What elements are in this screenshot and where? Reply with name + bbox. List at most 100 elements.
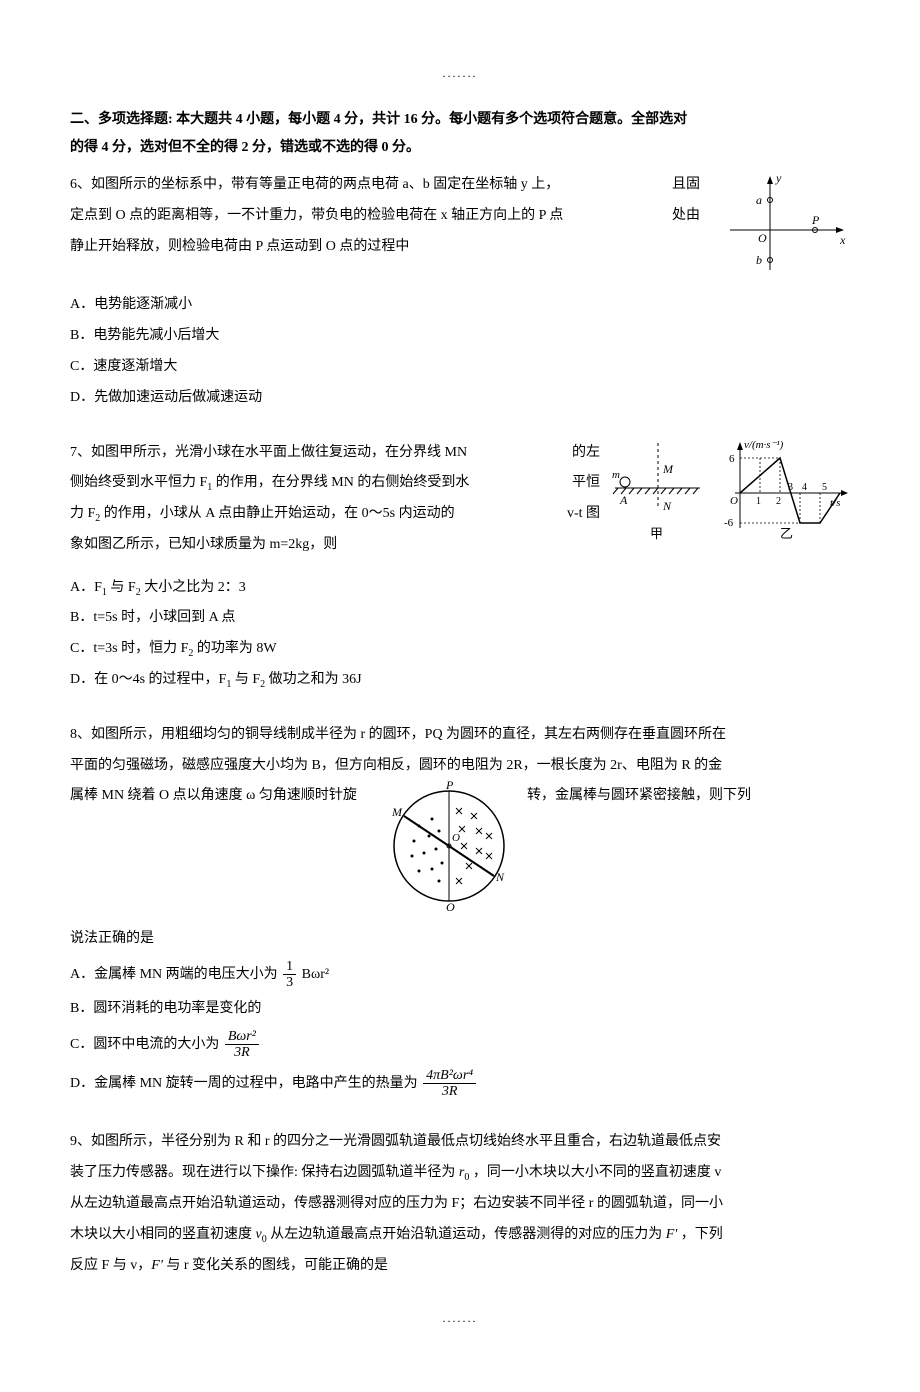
q7-optA-post: 大小之比为 2：3 [141,580,246,595]
q7-line2a-cont: 的作用，在分界线 MN 的右侧始终受到水 [212,475,469,490]
q9-line4a: 木块以大小相同的竖直初速度 [70,1227,256,1242]
footer-dots: ....... [70,1305,850,1331]
q7-line3a: 力 F [70,506,95,521]
q8-optA-frac-den: 3 [283,975,296,990]
q8-optC-frac-num: Bωr² [225,1029,259,1045]
question-8: 8、如图所示，用粗细均匀的铜导线制成半径为 r 的圆环，PQ 为圆环的直径，其左… [70,720,850,1104]
q7-figR-O: O [730,495,738,507]
q8-optC: C．圆环中电流的大小为 Bωr²3R [70,1025,850,1064]
q7-line3b: v-t 图 [567,499,600,530]
q9-line3: 从左边轨道最高点开始沿轨道运动，传感器测得对应的压力为 F；右边安装不同半径 r… [70,1196,723,1211]
q6-optD: D．先做加速运动后做减速运动 [70,383,850,414]
q7-optD-mid: 与 F [231,672,260,687]
q9-line4b: 从左边轨道最高点开始沿轨道运动，传感器测得的对应的压力为 [267,1227,666,1242]
q7-optC: C．t=3s 时，恒力 F2 的功率为 8W [70,634,850,665]
q7-figR-xlabel: t/s [830,497,840,509]
q7-figL-N: N [662,499,672,513]
q8-optA-frac-num: 1 [283,959,296,975]
q9-line4-var2: F' [666,1227,678,1242]
q6-optB: B．电势能先减小后增大 [70,321,850,352]
q7-optA: A．F1 与 F2 大小之比为 2：3 [70,573,850,604]
q6-num: 6、 [70,177,91,192]
q6-optC: C．速度逐渐增大 [70,352,850,383]
q8-optC-frac: Bωr²3R [225,1029,259,1061]
q8-optA: A．金属棒 MN 两端的电压大小为 13 Bωr² [70,955,850,994]
q7-figL-A: A [619,493,628,507]
header-dots: ....... [70,60,850,86]
question-7: M N m A 甲 v/(m·s⁻¹) t/s O [70,438,850,696]
q8-optA-post: Bωr² [302,967,329,982]
q9-line1: 如图所示，半径分别为 R 和 r 的四分之一光滑圆弧轨道最低点切线始终水平且重合… [91,1134,721,1149]
q8-optD-frac: 4πB²ωr⁴3R [423,1068,476,1100]
q8-line4: 说法正确的是 [70,931,154,946]
q7-optC-pre: C．t=3s 时，恒力 F [70,641,188,656]
q6-fig-label-O: O [758,231,767,245]
q8-fig-M: M [391,805,403,819]
question-9: 9、如图所示，半径分别为 R 和 r 的四分之一光滑圆弧轨道最低点切线始终水平且… [70,1127,850,1281]
q7-optD-post: 做功之和为 36J [265,672,361,687]
q9-num: 9、 [70,1134,91,1149]
q8-optD-frac-num: 4πB²ωr⁴ [423,1068,476,1084]
q7-figure: M N m A 甲 v/(m·s⁻¹) t/s O [610,438,850,573]
q8-fig-N: N [495,870,505,884]
q7-figR-ylabel: v/(m·s⁻¹) [744,439,784,451]
q8-optA-frac: 13 [283,959,296,991]
q6-fig-label-a: a [756,193,762,207]
question-6: y x O a b P 6、如图所示的坐标系中，带有等量正电荷的两点电荷 a、b… [70,170,850,413]
q7-line1b: 的左 [572,438,600,469]
q7-num: 7、 [70,445,91,460]
q7-optD: D．在 0～4s 的过程中，F1 与 F2 做功之和为 36J [70,665,850,696]
q7-line1a: 如图甲所示，光滑小球在水平面上做往复运动，在分界线 MN [91,445,467,460]
q7-optA-pre: A．F [70,580,102,595]
q9-line5-var: F' [151,1258,163,1273]
q7-line4: 象如图乙所示，已知小球质量为 m=2kg，则 [70,537,337,552]
q7-figR-ytop: 6 [729,453,735,465]
q7-figR-x1: 1 [756,496,761,507]
q8-optD-pre: D．金属棒 MN 旋转一周的过程中，电路中产生的热量为 [70,1076,418,1091]
q7-figL-m: m [612,469,620,481]
q9-line2-cont: ，同一小木块以大小不同的竖直初速度 v [469,1165,721,1180]
q6-line3: 静止开始释放，则检验电荷由 P 点运动到 O 点的过程中 [70,239,409,254]
section-header: 二、多项选择题: 本大题共 4 小题，每小题 4 分，共计 16 分。每小题有多… [70,106,850,162]
q6-fig-label-y: y [775,171,782,185]
q7-figR-yi: 乙 [780,526,793,541]
q7-optD-pre: D．在 0～4s 的过程中，F [70,672,226,687]
q6-figure: y x O a b P [710,170,850,290]
q6-fig-label-P: P [811,213,820,227]
q7-line2b: 平恒 [572,468,600,499]
q7-optB: B．t=5s 时，小球回到 A 点 [70,603,850,634]
q8-optA-pre: A．金属棒 MN 两端的电压大小为 [70,967,278,982]
q7-figR-x3: 3 [788,482,793,493]
q8-num: 8、 [70,727,91,742]
q8-fig-O: O [452,832,460,844]
q9-line2: 装了压力传感器。现在进行以下操作: 保持右边圆弧轨道半径为 [70,1165,459,1180]
q8-fig-P: P [445,781,454,792]
q6-line1a: 如图所示的坐标系中，带有等量正电荷的两点电荷 a、b 固定在坐标轴 y 上， [91,177,559,192]
q8-optC-frac-den: 3R [225,1045,259,1060]
q6-fig-label-x: x [839,233,846,247]
q8-line3b: 转，金属棒与圆环紧密接触，则下列 [527,788,751,803]
q6-fig-label-b: b [756,253,762,267]
q6-line1b: 且固 [672,170,700,201]
q7-optC-post: 的功率为 8W [193,641,276,656]
section-title-line1: 二、多项选择题: 本大题共 4 小题，每小题 4 分，共计 16 分。每小题有多… [70,112,687,127]
q8-optC-pre: C．圆环中电流的大小为 [70,1037,219,1052]
q9-line5a: 反应 F 与 v， [70,1258,151,1273]
q6-optA: A．电势能逐渐减小 [70,290,850,321]
q8-optD: D．金属棒 MN 旋转一周的过程中，电路中产生的热量为 4πB²ωr⁴3R [70,1064,850,1103]
q8-figure: P Q M N O [374,781,524,924]
q7-figR-ybot: -6 [724,517,734,529]
q7-figR-x5: 5 [822,482,827,493]
q8-fig-Q: Q [446,900,455,911]
section-title-line2: 的得 4 分，选对但不全的得 2 分，错选或不选的得 0 分。 [70,140,420,155]
q8-line2: 平面的匀强磁场，磁感应强度大小均为 B，但方向相反，圆环的电阻为 2R，一根长度… [70,758,722,773]
q6-line2b: 处由 [672,201,700,232]
q7-figR-x2: 2 [776,496,781,507]
q7-line3a-cont: 的作用，小球从 A 点由静止开始运动，在 0～5s 内运动的 [100,506,454,521]
q7-figL-jia: 甲 [650,526,663,541]
q8-line3a: 属棒 MN 绕着 O 点以角速度 ω 匀角速顺时针旋 [70,788,357,803]
q9-line5b: 与 r 变化关系的图线，可能正确的是 [163,1258,388,1273]
q7-figL-M: M [662,462,674,476]
q6-line2a: 定点到 O 点的距离相等，一不计重力，带负电的检验电荷在 x 轴正方向上的 P … [70,208,563,223]
q7-line2a: 侧始终受到水平恒力 F [70,475,207,490]
